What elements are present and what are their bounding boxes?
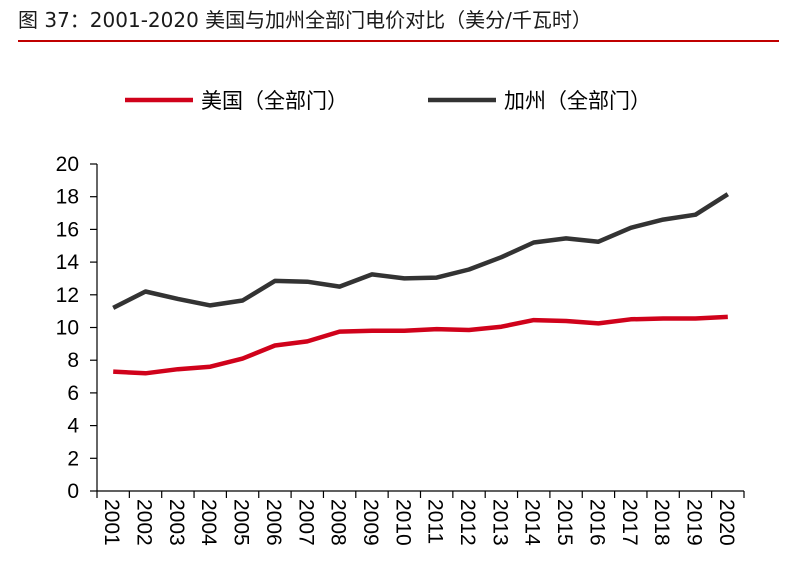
legend-label-1: 加州（全部门） xyxy=(504,89,651,113)
title-underline xyxy=(18,40,779,42)
x-tick-label: 2016 xyxy=(585,499,608,546)
y-tick-label: 10 xyxy=(56,317,79,340)
y-tick-label: 4 xyxy=(67,415,79,438)
x-tick-label: 2015 xyxy=(553,499,576,546)
x-tick-label: 2011 xyxy=(424,499,447,544)
x-tick-label: 2020 xyxy=(715,499,738,546)
y-tick-label: 20 xyxy=(56,153,79,176)
x-tick-labels: 2001 2002 2003 2004 2005 2006 2007 2008 2009 2010… xyxy=(100,499,738,546)
y-tick-label: 8 xyxy=(67,349,79,372)
y-tick-label: 12 xyxy=(56,284,79,307)
x-tick-label: 2004 xyxy=(197,499,220,546)
x-tick-label: 2006 xyxy=(262,499,285,546)
x-tick-label: 2018 xyxy=(650,499,673,546)
x-tick-label: 2002 xyxy=(133,499,156,546)
x-tick-label: 2017 xyxy=(618,499,641,546)
legend: 美国（全部门） 加州（全部门） xyxy=(125,89,651,113)
axes xyxy=(90,163,745,498)
series-line-1 xyxy=(112,192,730,310)
x-tick-label: 2001 xyxy=(100,499,123,546)
chart-title: 图 37：2001-2020 美国与加州全部门电价对比（美分/千瓦时） xyxy=(18,8,592,32)
x-tick-label: 2005 xyxy=(230,499,253,546)
x-tick-label: 2008 xyxy=(327,499,350,546)
x-tick-label: 2007 xyxy=(294,499,317,546)
y-tick-label: 6 xyxy=(67,382,79,405)
series-lines xyxy=(112,192,730,376)
y-tick-labels: 0 2 4 6 8 10 12 14 16 18 20 xyxy=(56,153,80,503)
series-line-0 xyxy=(113,314,728,376)
y-tick-label: 0 xyxy=(67,480,79,503)
x-tick-label: 2019 xyxy=(682,499,705,546)
y-tick-label: 14 xyxy=(56,251,80,274)
x-tick-label: 2014 xyxy=(521,499,544,546)
x-tick-label: 2009 xyxy=(359,499,382,546)
y-tick-label: 2 xyxy=(67,447,79,470)
y-tick-label: 18 xyxy=(56,186,79,209)
y-tick-label: 16 xyxy=(56,218,79,241)
x-tick-label: 2010 xyxy=(391,499,414,546)
x-tick-label: 2013 xyxy=(488,499,511,546)
legend-label-0: 美国（全部门） xyxy=(201,89,348,113)
x-tick-label: 2012 xyxy=(456,499,479,546)
x-tick-label: 2003 xyxy=(165,499,188,546)
